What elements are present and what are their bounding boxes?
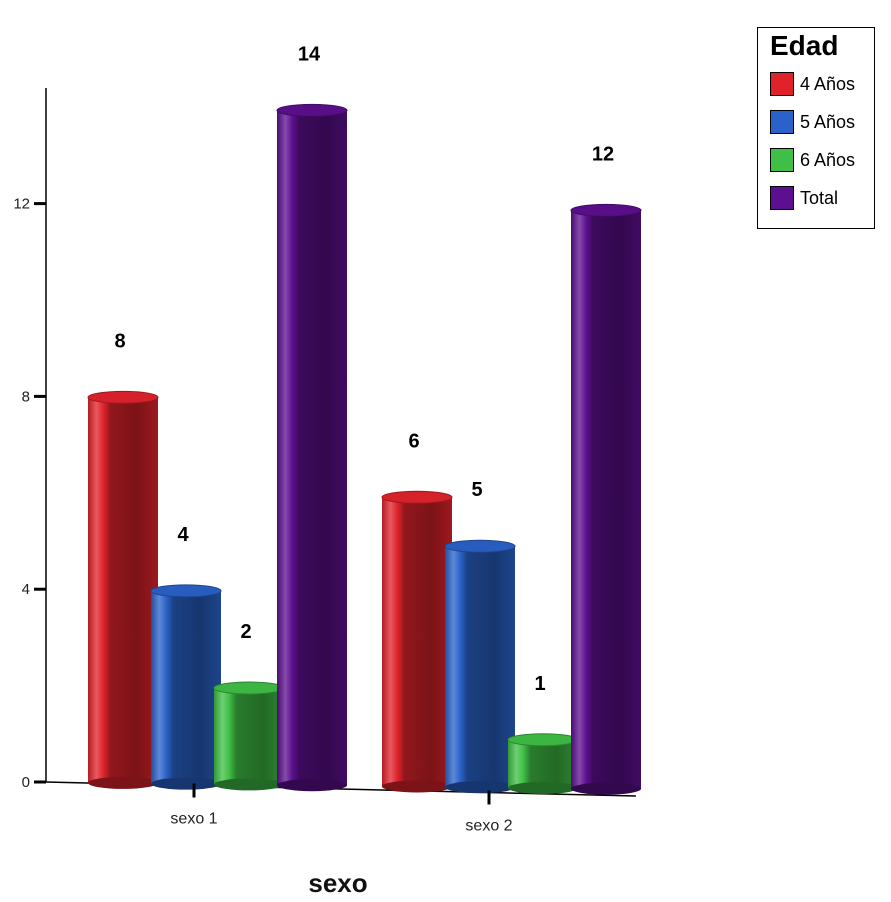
legend-swatch (770, 148, 794, 172)
y-tick-label: 8 (22, 388, 30, 405)
legend-swatch (770, 186, 794, 210)
bar (213, 681, 285, 791)
legend-item: 6 Años (770, 146, 855, 174)
data-labels-group: 8 4 2 14 6 5 1 12 (114, 43, 614, 694)
legend-label: 4 Años (800, 73, 856, 94)
x-tick-label: sexo 2 (465, 817, 512, 834)
category-ticks: sexo 1 sexo 2 (170, 783, 513, 834)
bars-group (87, 103, 642, 795)
bar (87, 390, 159, 789)
legend-swatch (770, 110, 794, 134)
bar (507, 733, 579, 794)
y-tick-label: 12 (13, 196, 30, 213)
legend-item: Total (770, 184, 838, 212)
legend-label: 6 Años (800, 149, 856, 170)
x-axis-title: sexo (308, 868, 367, 898)
legend-item: 5 Años (770, 108, 855, 136)
bar (381, 490, 453, 793)
data-label: 4 (177, 524, 189, 546)
legend-item: 4 Años (770, 70, 855, 98)
data-label: 12 (592, 143, 614, 165)
data-label: 14 (298, 43, 321, 65)
bar (150, 584, 222, 790)
legend-label: Total (800, 187, 839, 208)
data-label: 8 (114, 330, 125, 352)
bar (276, 103, 348, 792)
y-tick-label: 4 (22, 581, 30, 598)
legend-title: Edad (770, 30, 839, 61)
bar (444, 539, 516, 794)
data-label: 2 (240, 621, 251, 643)
y-ticks: 0 4 8 12 (13, 196, 46, 791)
legend: Edad 4 Años 5 Años 6 Años Total (757, 27, 875, 229)
legend-label: 5 Años (800, 111, 856, 132)
data-label: 6 (408, 430, 419, 452)
data-label: 1 (534, 673, 545, 695)
bar (570, 203, 642, 795)
legend-swatch (770, 72, 794, 96)
x-tick-label: sexo 1 (170, 811, 217, 828)
y-tick-label: 0 (22, 774, 30, 791)
data-label: 5 (471, 479, 482, 501)
